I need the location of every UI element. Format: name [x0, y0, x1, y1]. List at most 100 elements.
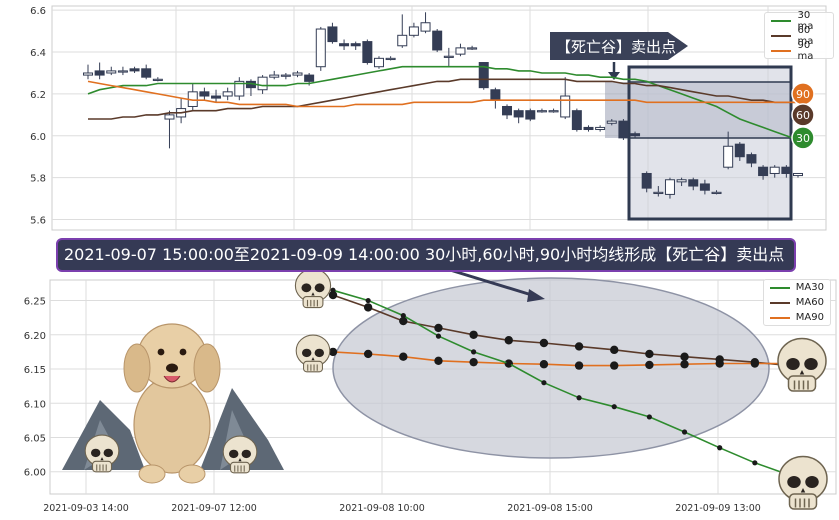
data-point: [365, 297, 371, 304]
legend-item: 30 ma: [765, 10, 833, 32]
candle-body: [734, 143, 745, 158]
candle-body: [327, 26, 338, 43]
data-point: [469, 330, 478, 339]
candle-body: [141, 68, 152, 78]
candle-body: [467, 47, 478, 50]
data-point: [541, 380, 547, 386]
candle-body: [536, 110, 547, 113]
highlight-ellipse-group: [332, 268, 770, 459]
candle-body: [420, 22, 431, 32]
x-tick-label: 2021-09-09 13:00: [675, 503, 761, 514]
candle-body: [723, 145, 734, 168]
x-tick-label: 2021-09-03 14:00: [43, 503, 129, 514]
data-point: [752, 460, 758, 466]
candle-body: [618, 120, 629, 139]
candle-body: [350, 43, 361, 47]
legend-item: MA30: [764, 280, 830, 295]
candle: [595, 125, 606, 132]
candle-body: [606, 120, 617, 124]
zoom-box: [605, 62, 793, 221]
skull-jaw: [230, 461, 250, 474]
candle-body: [571, 110, 582, 131]
candle-body: [513, 110, 524, 118]
y-tick-label: 6.15: [24, 365, 46, 376]
skull-eye: [787, 476, 801, 488]
ma-line-MA30: [332, 289, 791, 476]
candle: [606, 119, 617, 126]
candle-body: [199, 91, 210, 97]
end-badges: 90 60 30: [791, 82, 815, 150]
data-point: [717, 445, 723, 451]
ma-line-30-ma: [87, 65, 799, 141]
candle-body: [164, 114, 175, 120]
candle: [525, 108, 536, 122]
candle: [152, 77, 163, 82]
candle-body: [269, 74, 280, 78]
candle-body: [117, 70, 128, 73]
y-tick-label: 6.4: [30, 48, 46, 59]
candle: [222, 87, 233, 101]
rock-right: [200, 388, 284, 470]
candle: [443, 47, 454, 67]
dog-eye: [179, 348, 187, 356]
data-point: [645, 349, 654, 359]
skull-jaw: [92, 460, 112, 473]
data-point: [539, 360, 549, 369]
bottom-ma-lines: [328, 287, 795, 478]
skull-icon: [84, 434, 120, 473]
candle-body: [699, 183, 710, 191]
data-point: [471, 349, 477, 355]
candle-body: [653, 191, 664, 195]
candle: [699, 179, 710, 195]
candle: [350, 41, 361, 50]
ma-line-60-ma: [88, 78, 798, 120]
candle-body: [362, 41, 373, 64]
ma-line-MA60: [332, 294, 791, 367]
dog-ear: [123, 343, 151, 393]
x-tick-label: 2021-09-07 12:00: [171, 503, 257, 514]
candle-body: [339, 43, 350, 47]
y-tick-label: 6.05: [24, 433, 46, 444]
candle: [432, 29, 443, 53]
y-tick-label: 5.8: [30, 174, 46, 185]
candle: [141, 64, 152, 80]
skull-eye: [314, 348, 325, 358]
data-point: [610, 345, 619, 355]
data-point: [610, 361, 619, 370]
legend-label: 30 ma: [797, 9, 814, 32]
candle: [234, 77, 245, 101]
candle: [502, 104, 513, 120]
data-point: [400, 313, 406, 319]
candle: [676, 177, 687, 187]
skull-icon: [294, 268, 332, 309]
candle-body: [688, 179, 699, 187]
skull-jaw: [302, 296, 324, 309]
candle: [164, 110, 175, 149]
data-point: [469, 357, 478, 367]
legend-label: 90 ma: [797, 39, 814, 62]
y-tick-label: 6.10: [24, 399, 46, 410]
candle: [746, 152, 757, 168]
data-point: [750, 359, 760, 368]
candle: [280, 72, 291, 80]
data-point: [715, 359, 724, 368]
skull-eye: [301, 283, 312, 293]
candle: [548, 108, 559, 113]
end-badge-label: 90: [796, 88, 810, 101]
data-point: [576, 395, 582, 401]
candle-body: [781, 166, 792, 174]
skull-eye: [228, 449, 239, 459]
y-tick-label: 6.0: [30, 132, 46, 143]
end-badge: [791, 103, 815, 127]
skull-nose: [311, 357, 315, 361]
candle-body: [641, 172, 652, 189]
skull-eye: [804, 358, 818, 370]
y-tick-label: 6.00: [24, 468, 46, 479]
candle-body: [292, 72, 303, 76]
candle-body: [83, 72, 93, 76]
skull-nose: [100, 457, 104, 461]
data-point: [645, 360, 654, 370]
data-point: [506, 360, 512, 367]
candle: [513, 108, 524, 124]
data-point: [363, 303, 373, 312]
